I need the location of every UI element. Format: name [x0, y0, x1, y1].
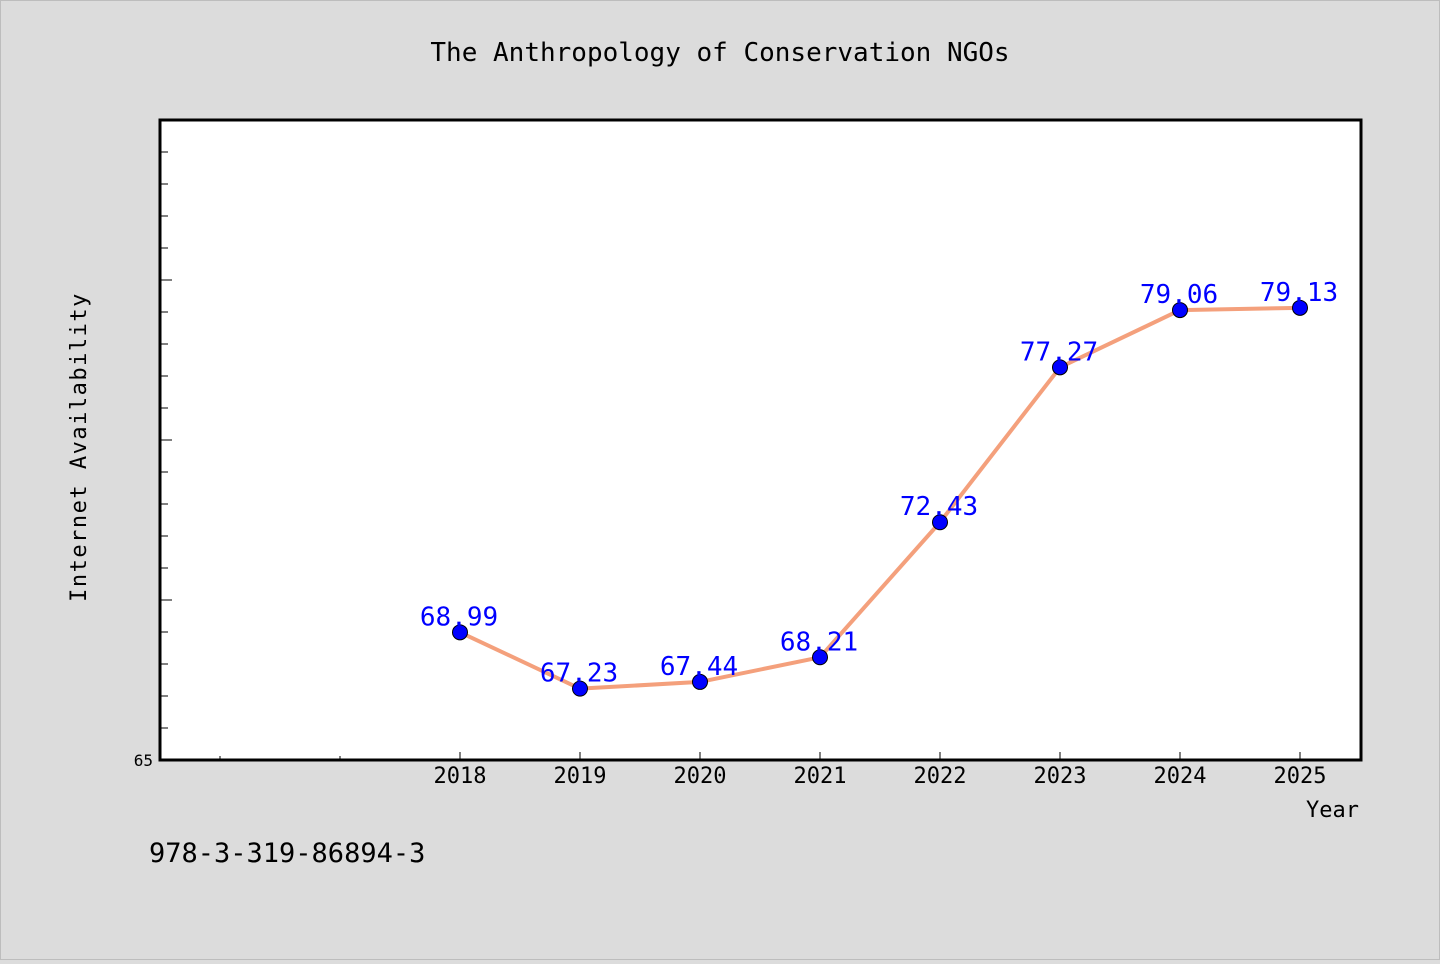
- data-point: [812, 649, 828, 666]
- x-tick-label: 2025: [1274, 764, 1327, 789]
- series-layer: 68.99 67.23 67.44 68.21 72.43 77.27 79.06 79.13: [420, 278, 1338, 697]
- data-label: 77.27: [1020, 337, 1098, 367]
- x-tick-label: 2018: [434, 764, 487, 789]
- data-point: [692, 673, 708, 690]
- x-tick-label: 2022: [914, 764, 967, 789]
- data-label: 68.21: [780, 627, 858, 657]
- series-line: [459, 305, 1301, 691]
- x-tick-label: 2024: [1154, 764, 1207, 789]
- y-tick-label: 65: [134, 751, 153, 770]
- data-point: [452, 624, 468, 641]
- y-axis-label: Internet Availability: [67, 292, 92, 602]
- data-point: [1292, 299, 1308, 316]
- data-point: [1172, 302, 1188, 319]
- plot-area: [158, 118, 1363, 762]
- y-axis-ticks: 65: [134, 151, 172, 770]
- chart-title: The Anthropology of Conservation NGOs: [430, 38, 1009, 68]
- x-tick-label: 2020: [674, 764, 727, 789]
- x-axis-label: Year: [1306, 798, 1359, 823]
- data-label: 79.13: [1260, 278, 1338, 308]
- x-tick-label: 2019: [554, 764, 607, 789]
- x-tick-label: 2023: [1034, 764, 1087, 789]
- data-point: [572, 680, 588, 697]
- isbn-text: 978-3-319-86894-3: [149, 838, 425, 869]
- data-label: 67.44: [660, 652, 738, 682]
- data-point: [1052, 359, 1068, 376]
- data-label: 68.99: [420, 602, 498, 632]
- data-label: 67.23: [540, 659, 618, 689]
- x-tick-label: 2021: [794, 764, 847, 789]
- data-label: 79.06: [1140, 280, 1218, 310]
- data-point: [932, 514, 948, 531]
- x-axis-ticks: 2018 2019 2020 2021 2022 2023 2024 2025: [219, 752, 1327, 789]
- data-label: 72.43: [900, 492, 978, 522]
